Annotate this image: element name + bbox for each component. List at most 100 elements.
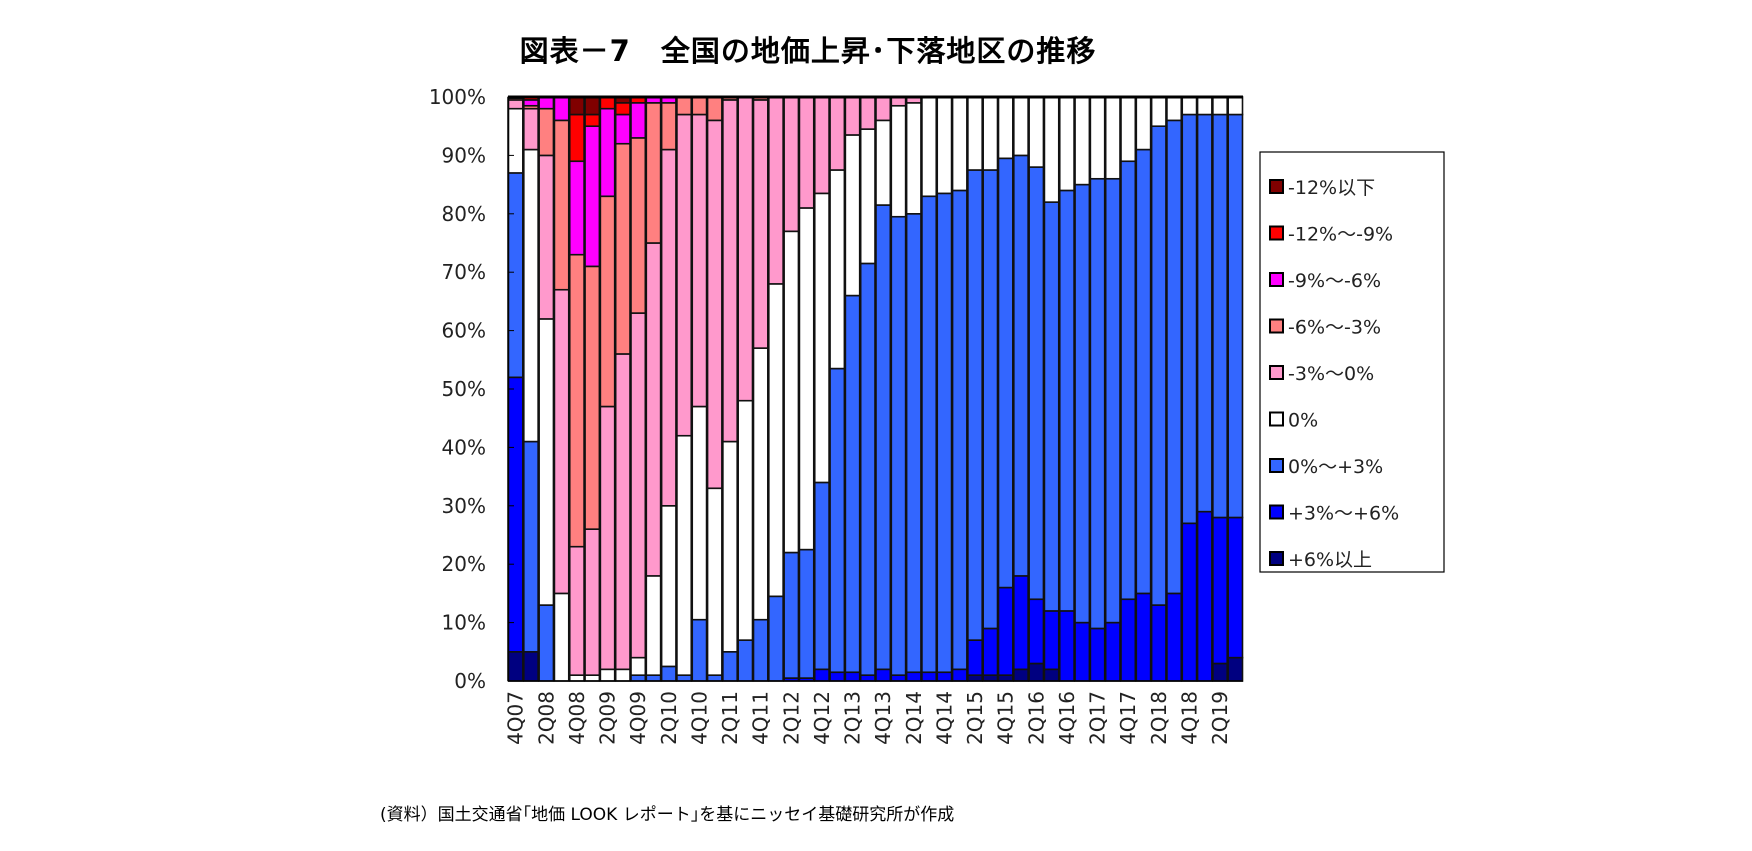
bar-segment: [1058, 96, 1075, 192]
x-tick-label: 4Q14: [932, 691, 956, 745]
bar-segment: [951, 668, 968, 682]
bar-segment: [783, 551, 800, 679]
bar-segment: [768, 283, 784, 598]
x-tick-label: 4Q07: [504, 691, 528, 745]
bar-segment: [660, 102, 677, 151]
legend-label: -12%～-9%: [1288, 224, 1393, 246]
bar-segment: [829, 671, 846, 682]
bar-segment: [1104, 621, 1121, 682]
bar-segment: [614, 353, 631, 671]
bar-segment: [568, 96, 585, 116]
bar-segment: [691, 96, 708, 116]
bar-segment: [660, 148, 677, 507]
bar-segment: [584, 125, 601, 268]
x-tick-label: 2Q12: [779, 691, 803, 745]
bar-segment: [859, 96, 876, 130]
bar-segment: [737, 639, 754, 682]
bar-segment: [1181, 96, 1198, 116]
bar-segment: [1181, 522, 1198, 682]
legend-label: 0%～+3%: [1288, 456, 1383, 478]
bar-segment: [630, 656, 647, 676]
bar-segment: [706, 487, 723, 676]
bar-segment: [523, 107, 539, 151]
bar-segment: [523, 650, 539, 682]
x-tick-label: 2Q17: [1086, 691, 1110, 745]
y-tick-label: 100%: [429, 85, 486, 109]
bar-segment: [568, 545, 585, 676]
x-tick-label: 4Q08: [565, 691, 589, 745]
legend-swatch: [1269, 179, 1284, 194]
bar-segment: [951, 189, 968, 671]
bar-segment: [1135, 148, 1152, 595]
bar-segment: [645, 242, 662, 577]
bar-segment: [967, 674, 983, 682]
bar-segment: [1227, 516, 1244, 659]
x-tick-label: 2Q15: [963, 691, 987, 745]
legend-swatch: [1269, 551, 1284, 566]
legend-label: 0%: [1288, 410, 1318, 432]
y-tick-label: 0%: [454, 669, 486, 693]
bar-segment: [1013, 96, 1029, 157]
y-tick-label: 50%: [442, 377, 486, 401]
legend: -12%以下 -12%～-9% -9%～-6% -6%～-3% -3%～0% 0% 0%～+…: [1259, 151, 1445, 573]
bar-segment: [1166, 119, 1183, 595]
bar-segment: [1212, 96, 1228, 116]
bar-segment: [1150, 96, 1167, 128]
legend-swatch: [1269, 225, 1284, 241]
bar-segment: [905, 102, 922, 215]
bar-segment: [1227, 656, 1244, 682]
bar-segment: [599, 405, 616, 671]
bar-segment: [630, 312, 647, 659]
bar-segment: [859, 128, 876, 265]
x-tick-label: 4Q18: [1177, 691, 1201, 745]
bar-segment: [507, 107, 524, 174]
legend-label: -3%～0%: [1288, 363, 1374, 385]
bar-segment: [859, 262, 876, 676]
x-tick-label: 4Q15: [994, 691, 1018, 745]
bar-segment: [599, 107, 616, 198]
bar-segment: [798, 207, 815, 551]
bar-segment: [584, 113, 601, 127]
bar-segment: [1196, 113, 1213, 513]
bar-segment: [1028, 96, 1045, 168]
legend-label: -12%以下: [1288, 177, 1375, 199]
bar-segment: [1212, 516, 1228, 665]
bar-segment: [752, 347, 769, 621]
x-tick-label: 2Q11: [718, 691, 742, 745]
bar-segment: [1089, 177, 1106, 630]
bar-segment: [507, 99, 524, 110]
bar-segment: [538, 96, 555, 110]
bar-segment: [538, 318, 555, 606]
bar-segment: [1227, 113, 1244, 519]
bar-segment: [1013, 668, 1029, 682]
bar-segment: [1089, 96, 1106, 180]
bar-segment: [660, 665, 677, 682]
bar-segment: [859, 674, 876, 682]
x-tick-label: 2Q18: [1147, 691, 1171, 745]
bar-segment: [1135, 96, 1152, 151]
bar-segment: [568, 160, 585, 256]
bar-segment: [553, 592, 570, 682]
bar-segment: [523, 440, 539, 653]
bar-segment: [982, 674, 999, 682]
bar-segment: [997, 674, 1014, 682]
bar-segment: [1028, 598, 1045, 665]
x-tick-label: 2Q13: [841, 691, 865, 745]
x-tick-label: 2Q10: [657, 691, 681, 745]
bar-segment: [599, 195, 616, 408]
y-tick-label: 70%: [442, 260, 486, 284]
bar-segment: [691, 113, 708, 408]
bar-segment: [875, 668, 892, 682]
bar-segment: [614, 102, 631, 116]
bar-segment: [1058, 189, 1075, 612]
legend-box: [1259, 151, 1445, 573]
bar-segment: [921, 96, 938, 198]
x-tick-label: 4Q10: [687, 691, 711, 745]
bar-segment: [875, 119, 892, 206]
legend-label: -9%～-6%: [1288, 270, 1381, 292]
bar-segment: [1166, 592, 1183, 682]
legend-swatch: [1269, 272, 1284, 287]
y-tick-label: 60%: [442, 319, 486, 343]
bar-segment: [568, 253, 585, 548]
bar-segment: [875, 204, 892, 671]
